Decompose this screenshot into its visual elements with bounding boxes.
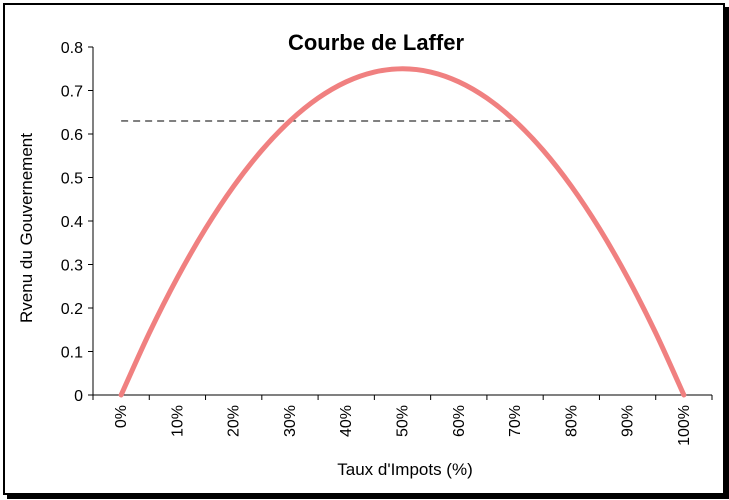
chart-frame <box>3 3 725 495</box>
x-axis-title: Taux d'Impots (%) <box>337 460 473 479</box>
y-tick-label: 0.1 <box>61 345 83 362</box>
chart-title: Courbe de Laffer <box>288 30 464 55</box>
x-tick-label: 80% <box>563 405 580 437</box>
y-tick-label: 0.2 <box>61 301 83 318</box>
series-line <box>118 66 687 398</box>
x-tick-label: 50% <box>395 405 412 437</box>
y-tick-label: 0.4 <box>61 214 83 231</box>
x-tick-label: 70% <box>507 405 524 437</box>
y-axis-title: Rvenu du Gouvernement <box>17 133 36 323</box>
x-tick-label: 100% <box>676 405 693 446</box>
y-tick-label: 0.6 <box>61 127 83 144</box>
x-tick-label: 90% <box>620 405 637 437</box>
y-tick-label: 0 <box>74 388 83 405</box>
chart-marks <box>118 66 687 398</box>
x-tick-label: 30% <box>282 405 299 437</box>
y-tick-label: 0.8 <box>61 40 83 57</box>
x-tick-label: 20% <box>226 405 243 437</box>
y-tick-label: 0.5 <box>61 171 83 188</box>
y-tick-label: 0.3 <box>61 258 83 275</box>
axes: 0 0.1 0.2 0.3 0.4 0.5 0.6 0.7 0.8 0% 10% 20% 30% 40% 5… <box>61 40 713 446</box>
x-tick-label: 60% <box>451 405 468 437</box>
x-tick-label: 10% <box>169 405 186 437</box>
x-tick-label: 0% <box>113 405 130 428</box>
y-tick-label: 0.7 <box>61 84 83 101</box>
x-tick-label: 40% <box>338 405 355 437</box>
